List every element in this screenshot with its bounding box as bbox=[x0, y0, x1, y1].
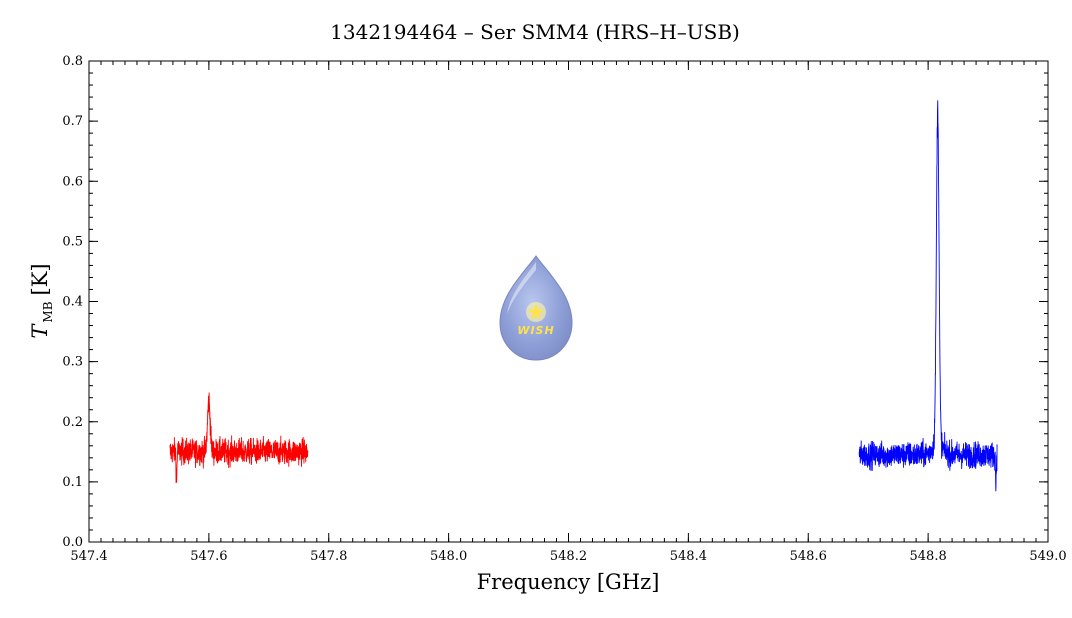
x-axis-title: Frequency [GHz] bbox=[477, 570, 660, 594]
x-tick-label: 548.4 bbox=[670, 549, 707, 564]
svg-text:TMB[K]: TMB [K] bbox=[28, 263, 55, 338]
wish-logo: WISH bbox=[499, 255, 573, 361]
series-red-spectrum bbox=[169, 392, 309, 484]
y-tick-label: 0.4 bbox=[62, 295, 83, 310]
x-tick-label: 547.4 bbox=[70, 549, 107, 564]
series-blue-spectrum bbox=[858, 100, 998, 492]
y-tick-label: 0.3 bbox=[62, 355, 83, 370]
y-tick-label: 0.5 bbox=[62, 234, 83, 249]
x-tick-label: 548.0 bbox=[430, 549, 467, 564]
x-tick-label: 547.6 bbox=[190, 549, 227, 564]
x-tick-label: 547.8 bbox=[310, 549, 347, 564]
y-axis-unit: [K] bbox=[28, 263, 52, 295]
y-tick-label: 0.8 bbox=[62, 54, 83, 69]
y-tick-label: 0.1 bbox=[62, 475, 83, 490]
x-tick-label: 548.6 bbox=[790, 549, 827, 564]
x-tick-labels: 547.4 547.6 547.8 548.0 548.2 548.4 548.6 548.8… bbox=[70, 549, 1066, 564]
logo-text: WISH bbox=[517, 324, 554, 337]
x-tick-label: 548.2 bbox=[550, 549, 587, 564]
plot-data bbox=[169, 100, 998, 492]
droplet-highlight bbox=[507, 262, 536, 314]
y-axis-symbol: T bbox=[28, 323, 52, 339]
y-axis-title: TMB [K] bbox=[28, 263, 55, 338]
star-icon bbox=[528, 303, 544, 320]
plot-frame bbox=[88, 60, 1049, 543]
chart-title: 1342194464 – Ser SMM4 (HRS–H–USB) bbox=[330, 20, 740, 44]
y-tick-label: 0.7 bbox=[62, 114, 83, 129]
x-tick-label: 549.0 bbox=[1029, 549, 1066, 564]
y-axis-subscript: MB bbox=[41, 301, 55, 322]
x-tick-label: 548.8 bbox=[910, 549, 947, 564]
y-tick-label: 0.6 bbox=[62, 174, 83, 189]
y-tick-label: 0.0 bbox=[62, 535, 83, 550]
y-tick-labels: 0.0 0.1 0.2 0.3 0.4 0.5 0.6 0.7 0.8 bbox=[62, 54, 83, 550]
y-tick-label: 0.2 bbox=[62, 415, 83, 430]
axis-ticks bbox=[88, 60, 1049, 543]
